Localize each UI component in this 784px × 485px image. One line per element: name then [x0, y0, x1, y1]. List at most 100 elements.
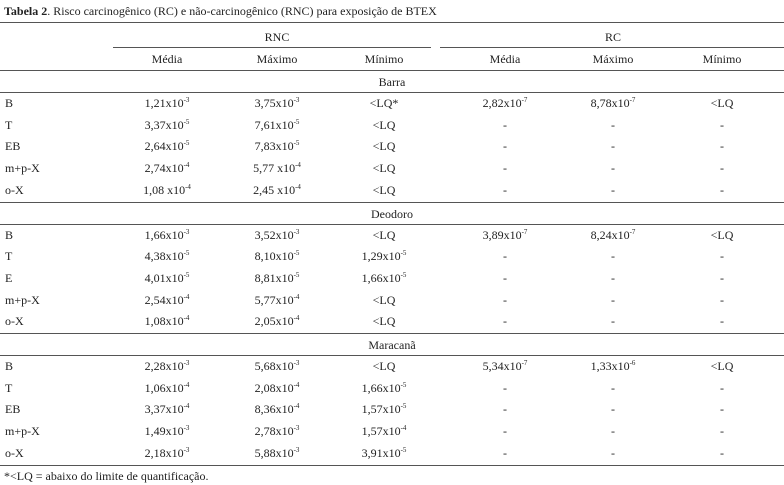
mantissa: 2,54x10	[144, 292, 184, 307]
cell: -	[611, 249, 615, 264]
exponent: -3	[293, 359, 300, 367]
exponent: -4	[183, 402, 190, 411]
exponent: -3	[293, 96, 300, 104]
mantissa: 4,38x10	[144, 249, 184, 264]
mantissa: 1,66x10	[144, 227, 184, 242]
rule	[0, 223, 784, 225]
mantissa: 1,29x10	[361, 249, 401, 264]
cell: 1,33x10-6	[591, 359, 636, 373]
cell: -	[611, 139, 615, 154]
section-name: Maracanã	[368, 338, 416, 352]
cell: -	[720, 314, 724, 329]
cell: 2,08x10-4	[255, 381, 300, 395]
rule	[0, 70, 784, 71]
row-label: E	[5, 270, 13, 285]
exponent: -7	[629, 96, 636, 104]
cell: -	[503, 402, 507, 417]
row-label: B	[5, 359, 14, 373]
cell: 8,24x10-7	[591, 228, 636, 242]
cell: 3,37x10-5	[145, 118, 190, 132]
cell: -	[720, 424, 724, 439]
column-header: Mínimo	[364, 52, 404, 66]
cell: 5,68x10-3	[255, 359, 300, 373]
rule	[113, 47, 431, 48]
cell: 3,52x10-3	[255, 228, 300, 242]
cell: 8,10x10-5	[255, 249, 300, 263]
cell: <LQ	[710, 359, 734, 373]
exponent: -5	[400, 270, 407, 279]
exponent: -3	[183, 227, 190, 236]
cell: 2,78x10-3	[255, 424, 300, 438]
rule	[0, 201, 784, 203]
cell: <LQ	[372, 117, 396, 132]
mantissa: 5,34x10	[482, 359, 522, 373]
cell: 5,34x10-7	[483, 359, 528, 373]
cell: -	[503, 270, 507, 285]
group-header: RNC	[264, 30, 290, 44]
table-title: Tabela 2. Risco carcinogênico (RC) e não…	[4, 4, 437, 18]
cell: 5,77 x10-4	[253, 161, 301, 175]
mantissa: 1,08x10	[144, 314, 184, 329]
rule	[0, 92, 784, 93]
mantissa: 3,91x10	[361, 445, 401, 460]
mantissa: 1,06x10	[144, 380, 184, 395]
cell: -	[611, 402, 615, 417]
mantissa: 3,89x10	[482, 227, 522, 242]
mantissa: 2,45 x10	[253, 182, 296, 197]
mantissa: 5,68x10	[254, 359, 294, 373]
mantissa: 3,37x10	[144, 117, 184, 132]
cell: -	[720, 249, 724, 264]
cell: 1,57x10-5	[362, 402, 407, 416]
cell: <LQ	[372, 227, 396, 242]
cell: -	[503, 182, 507, 197]
cell: <LQ	[372, 161, 396, 176]
exponent: -3	[183, 424, 190, 433]
mantissa: 2,78x10	[254, 424, 294, 439]
cell: 4,38x10-5	[145, 249, 190, 263]
mantissa: 5,77 x10	[253, 161, 296, 176]
exponent: -5	[400, 402, 407, 411]
exponent: -3	[183, 445, 190, 454]
exponent: -3	[293, 445, 300, 454]
cell: <LQ	[710, 227, 734, 242]
cell: 2,45 x10-4	[253, 183, 301, 197]
mantissa: 1,66x10	[361, 380, 401, 395]
cell: -	[503, 139, 507, 154]
cell: <LQ	[710, 96, 734, 110]
cell: 8,78x10-7	[591, 96, 636, 110]
cell: 8,81x10-5	[255, 271, 300, 285]
exponent: -5	[183, 249, 190, 258]
exponent: -5	[183, 270, 190, 279]
cell: -	[503, 292, 507, 307]
cell: 1,29x10-5	[362, 249, 407, 263]
mantissa: 8,81x10	[254, 270, 294, 285]
exponent: -3	[183, 96, 190, 104]
row-label: T	[5, 117, 13, 132]
row-label: B	[5, 96, 14, 110]
rule	[0, 355, 784, 356]
cell: 7,61x10-5	[255, 118, 300, 132]
row-label: T	[5, 249, 13, 264]
cell: 3,37x10-4	[145, 402, 190, 416]
cell: -	[720, 270, 724, 285]
cell: -	[720, 445, 724, 460]
cell: -	[720, 182, 724, 197]
section-name: Deodoro	[371, 206, 413, 221]
rule	[0, 464, 784, 466]
cell: -	[611, 292, 615, 307]
mantissa: 2,05x10	[254, 314, 294, 329]
cell: 1,06x10-4	[145, 381, 190, 395]
cell: -	[720, 380, 724, 395]
cell: <LQ	[372, 182, 396, 197]
column-header: Máximo	[256, 52, 298, 66]
exponent: -4	[293, 380, 300, 389]
cell: -	[503, 424, 507, 439]
row-label: o-X	[5, 445, 24, 460]
row-label: EB	[5, 402, 21, 417]
exponent: -6	[629, 359, 636, 367]
cell: 1,66x10-3	[145, 228, 190, 242]
cell: 2,64x10-5	[145, 139, 190, 153]
row-label: B	[5, 227, 14, 242]
row-label: o-X	[5, 182, 24, 197]
